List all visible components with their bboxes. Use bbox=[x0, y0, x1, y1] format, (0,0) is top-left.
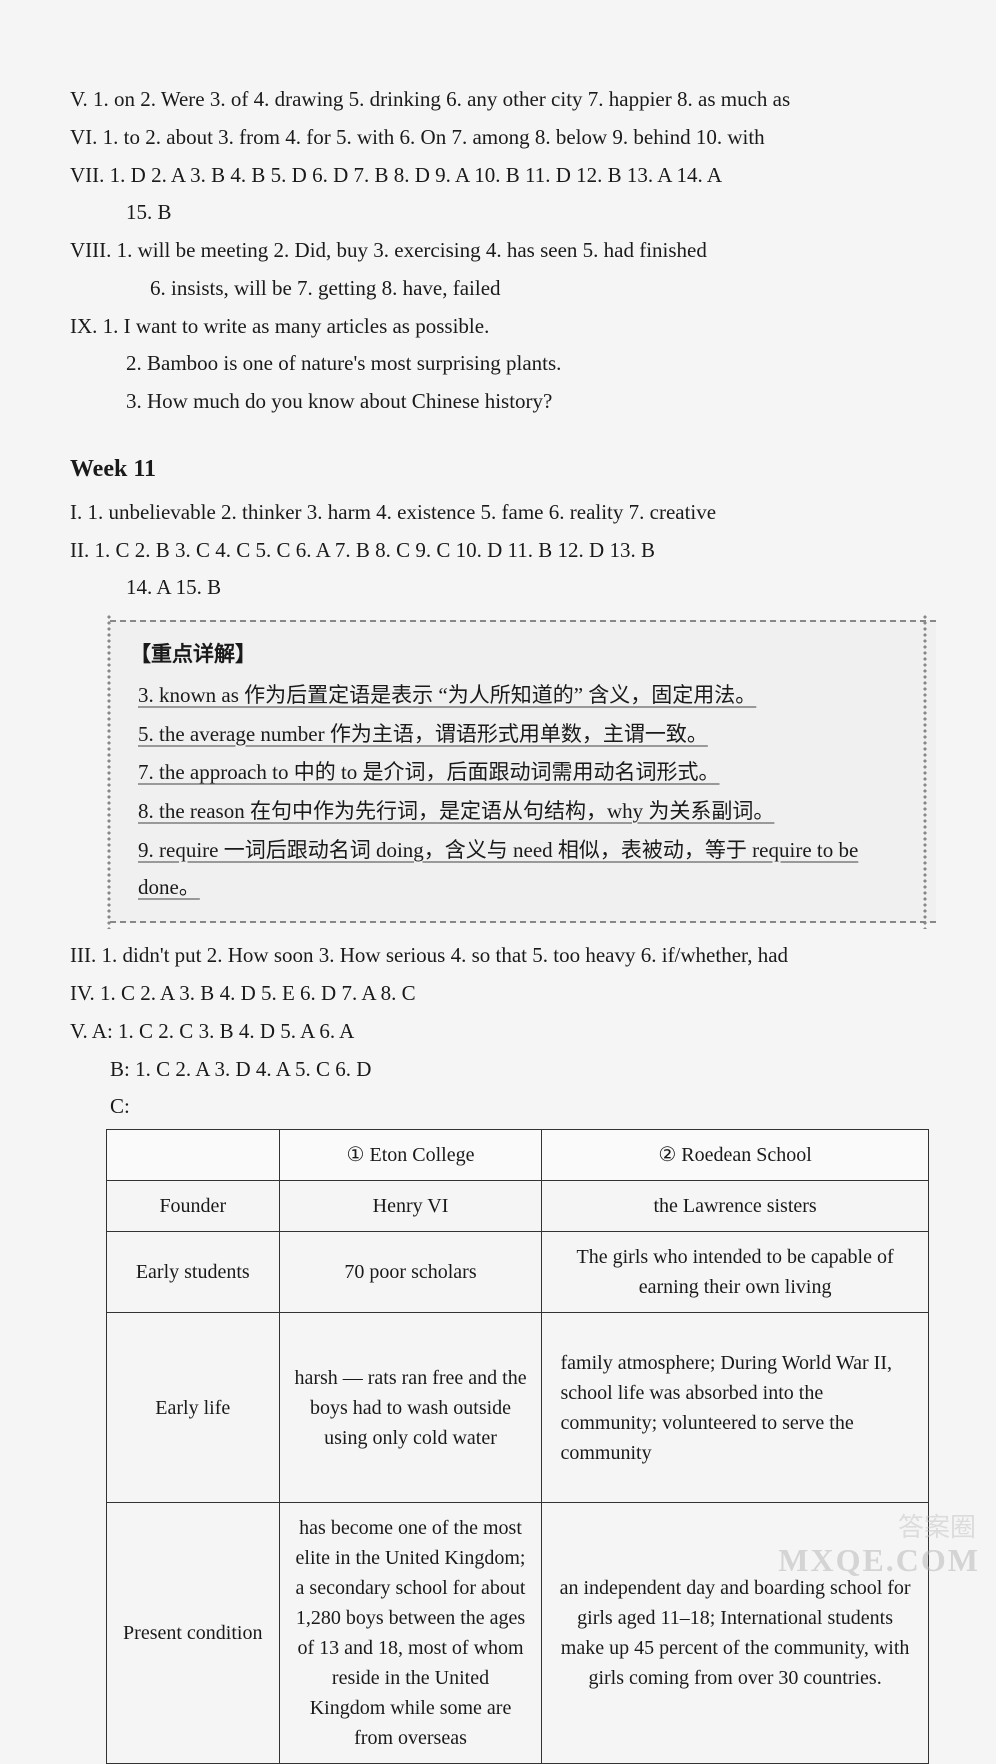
answer-line-ix-2: 2. Bamboo is one of nature's most surpri… bbox=[70, 345, 936, 382]
explanation-heading: 【重点详解】 bbox=[130, 636, 916, 673]
row-label-present-condition: Present condition bbox=[107, 1503, 280, 1764]
explanation-item-3: 3. known as 作为后置定语是表示 “为人所知道的” 含义，固定用法。 bbox=[130, 677, 916, 714]
answer-line-vii: VII. 1. D 2. A 3. B 4. B 5. D 6. D 7. B … bbox=[70, 157, 936, 194]
answer-line-i: I. 1. unbelievable 2. thinker 3. harm 4.… bbox=[70, 494, 936, 531]
answer-line-ii-cont: 14. A 15. B bbox=[70, 569, 936, 606]
table-header-eton: ① Eton College bbox=[279, 1130, 542, 1181]
answer-line-iii: III. 1. didn't put 2. How soon 3. How se… bbox=[70, 937, 936, 974]
table-header-roedean: ② Roedean School bbox=[542, 1130, 928, 1181]
answer-line-v: V. 1. on 2. Were 3. of 4. drawing 5. dri… bbox=[70, 81, 936, 118]
cell: the Lawrence sisters bbox=[542, 1181, 928, 1232]
cell: The girls who intended to be capable of … bbox=[542, 1232, 928, 1313]
cell: Henry VI bbox=[279, 1181, 542, 1232]
row-label-early-life: Early life bbox=[107, 1313, 280, 1503]
cell: 70 poor scholars bbox=[279, 1232, 542, 1313]
table-header-blank bbox=[107, 1130, 280, 1181]
row-label-founder: Founder bbox=[107, 1181, 280, 1232]
table-header-row: ① Eton College ② Roedean School bbox=[107, 1130, 929, 1181]
explanation-item-8: 8. the reason 在句中作为先行词，是定语从句结构，why 为关系副词… bbox=[130, 793, 916, 830]
table-row: Early students 70 poor scholars The girl… bbox=[107, 1232, 929, 1313]
answer-line-vc: C: bbox=[70, 1088, 936, 1125]
answer-line-ii: II. 1. C 2. B 3. C 4. C 5. C 6. A 7. B 8… bbox=[70, 532, 936, 569]
answer-line-vb: B: 1. C 2. A 3. D 4. A 5. C 6. D bbox=[70, 1051, 936, 1088]
explanation-box: 【重点详解】 3. known as 作为后置定语是表示 “为人所知道的” 含义… bbox=[110, 620, 936, 923]
answer-line-vi: VI. 1. to 2. about 3. from 4. for 5. wit… bbox=[70, 119, 936, 156]
answer-line-iv: IV. 1. C 2. A 3. B 4. D 5. E 6. D 7. A 8… bbox=[70, 975, 936, 1012]
cell: has become one of the most elite in the … bbox=[279, 1503, 542, 1764]
answer-line-va: V. A: 1. C 2. C 3. B 4. D 5. A 6. A bbox=[70, 1013, 936, 1050]
cell: harsh — rats ran free and the boys had t… bbox=[279, 1313, 542, 1503]
answer-line-viii-cont: 6. insists, will be 7. getting 8. have, … bbox=[70, 270, 936, 307]
comparison-table: ① Eton College ② Roedean School Founder … bbox=[106, 1129, 929, 1764]
explanation-item-5: 5. the average number 作为主语，谓语形式用单数，主谓一致。 bbox=[130, 716, 916, 753]
table-row: Founder Henry VI the Lawrence sisters bbox=[107, 1181, 929, 1232]
row-label-early-students: Early students bbox=[107, 1232, 280, 1313]
answer-line-ix-1: IX. 1. I want to write as many articles … bbox=[70, 308, 936, 345]
answer-line-viii: VIII. 1. will be meeting 2. Did, buy 3. … bbox=[70, 232, 936, 269]
table-row: Early life harsh — rats ran free and the… bbox=[107, 1313, 929, 1503]
cell: family atmosphere; During World War II, … bbox=[542, 1313, 928, 1503]
explanation-item-7: 7. the approach to 中的 to 是介词，后面跟动词需用动名词形… bbox=[130, 754, 916, 791]
answer-line-ix-3: 3. How much do you know about Chinese hi… bbox=[70, 383, 936, 420]
answer-line-vii-cont: 15. B bbox=[70, 194, 936, 231]
watermark-text: MXQE.COM bbox=[778, 1532, 980, 1588]
week-heading: Week 11 bbox=[70, 448, 936, 490]
explanation-item-9: 9. require 一词后跟动名词 doing，含义与 need 相似，表被动… bbox=[130, 832, 916, 906]
